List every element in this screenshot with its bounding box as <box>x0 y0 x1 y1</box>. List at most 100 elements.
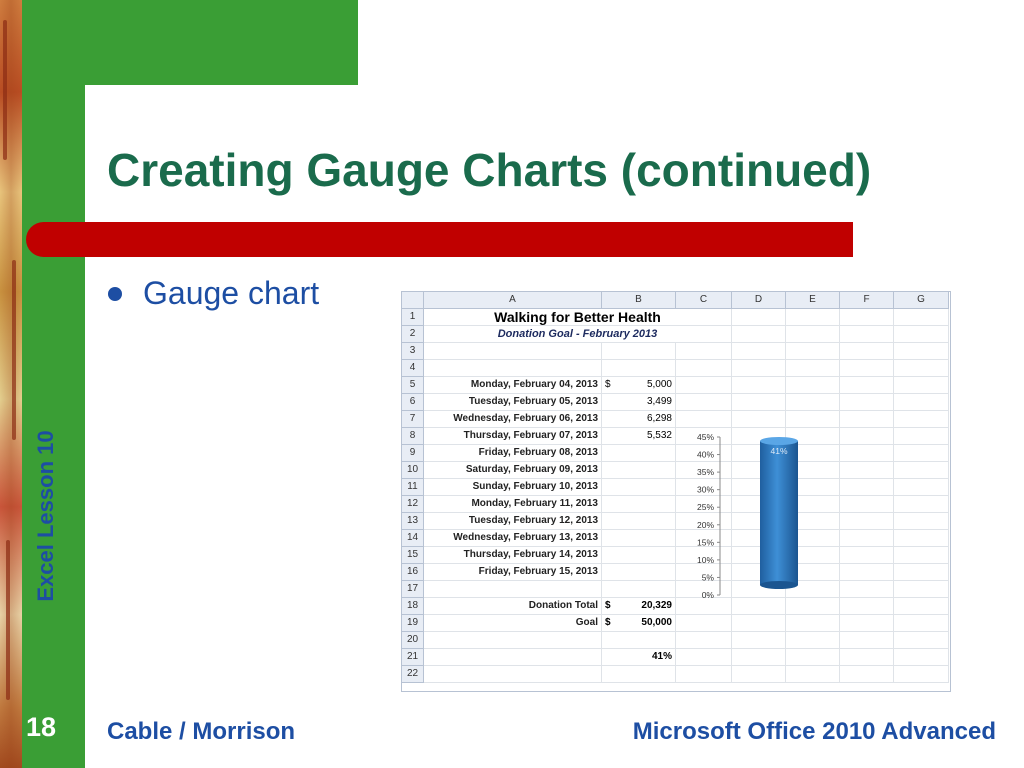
gauge-bar <box>760 441 798 585</box>
cell-value: 20,329 <box>641 600 672 611</box>
cell-empty <box>786 309 840 326</box>
cell-value: 50,000 <box>641 617 672 628</box>
cell-empty <box>676 581 732 598</box>
cell-empty <box>676 496 732 513</box>
cell-empty <box>894 632 949 649</box>
cell-empty <box>732 411 786 428</box>
row-header: 12 <box>402 496 424 513</box>
row-label: Wednesday, February 06, 2013 <box>424 411 602 428</box>
cell-empty <box>676 377 732 394</box>
cell-empty <box>424 632 602 649</box>
footer-authors: Cable / Morrison <box>107 718 296 745</box>
cell-empty <box>424 343 602 360</box>
row-header: 15 <box>402 547 424 564</box>
cell-empty <box>894 462 949 479</box>
row-label: Donation Total <box>424 598 602 615</box>
cell-empty <box>786 343 840 360</box>
row-header: 6 <box>402 394 424 411</box>
bullet-dot-icon <box>108 287 122 301</box>
column-header: B <box>602 292 676 309</box>
cell-empty <box>894 615 949 632</box>
gauge-bar-base <box>760 581 798 589</box>
cell-empty <box>786 530 840 547</box>
cell-empty <box>676 564 732 581</box>
sheet-corner <box>402 292 424 309</box>
value-cell: 6,298 <box>602 411 676 428</box>
green-side-band <box>22 0 85 768</box>
value-cell <box>602 343 676 360</box>
cell-empty <box>732 666 786 683</box>
row-header: 21 <box>402 649 424 666</box>
cell-empty <box>676 615 732 632</box>
cell-empty <box>840 394 894 411</box>
cell-empty <box>894 666 949 683</box>
cell-empty <box>424 360 602 377</box>
cell-value: 5,000 <box>646 379 672 390</box>
cell-empty <box>786 564 840 581</box>
row-label: Thursday, February 07, 2013 <box>424 428 602 445</box>
cell-empty <box>732 649 786 666</box>
cell-empty <box>786 615 840 632</box>
row-label: Sunday, February 10, 2013 <box>424 479 602 496</box>
cell-empty <box>894 564 949 581</box>
value-cell <box>602 564 676 581</box>
value-cell <box>602 530 676 547</box>
currency-symbol: $ <box>605 600 611 611</box>
column-header: D <box>732 292 786 309</box>
cell-empty <box>732 343 786 360</box>
value-cell <box>602 496 676 513</box>
cell-empty <box>894 326 949 343</box>
cell-empty <box>676 411 732 428</box>
cell-empty <box>732 377 786 394</box>
row-header: 16 <box>402 564 424 581</box>
side-lesson-label: Excel Lesson 10 <box>33 430 58 602</box>
cell-empty <box>732 615 786 632</box>
title-underline-bar <box>26 222 853 257</box>
cell-empty <box>786 496 840 513</box>
column-header: A <box>424 292 602 309</box>
cell-empty <box>676 513 732 530</box>
row-label: Thursday, February 14, 2013 <box>424 547 602 564</box>
row-header: 2 <box>402 326 424 343</box>
cell-empty <box>894 343 949 360</box>
gauge-bar-top <box>760 437 798 445</box>
cell-empty <box>894 428 949 445</box>
cell-empty <box>786 649 840 666</box>
cell-empty <box>894 513 949 530</box>
cell-empty <box>676 530 732 547</box>
green-top-block <box>85 0 358 85</box>
value-cell <box>602 632 676 649</box>
cell-empty <box>840 598 894 615</box>
cell-empty <box>676 649 732 666</box>
cell-empty <box>676 394 732 411</box>
spreadsheet-image: A B C D E F G 1 Walking for Better Health 2 Donati… <box>401 291 951 692</box>
cell-empty <box>732 581 786 598</box>
column-header: E <box>786 292 840 309</box>
cell-empty <box>676 360 732 377</box>
y-tick-label: 35% <box>697 467 714 477</box>
row-label: Monday, February 11, 2013 <box>424 496 602 513</box>
sheet-subtitle: Donation Goal - February 2013 <box>424 326 732 343</box>
cell-empty <box>894 479 949 496</box>
row-label: Tuesday, February 12, 2013 <box>424 513 602 530</box>
cell-empty <box>786 377 840 394</box>
row-header: 10 <box>402 462 424 479</box>
cell-empty <box>676 343 732 360</box>
cell-empty <box>894 547 949 564</box>
row-header: 20 <box>402 632 424 649</box>
cell-value: 5,532 <box>646 430 672 441</box>
column-header: G <box>894 292 949 309</box>
value-cell: $20,329 <box>602 598 676 615</box>
gauge-chart: 0% 5% 10% 15% 20% 25% 30% 35% 40% 45% 41% <box>697 432 798 600</box>
cell-empty <box>840 581 894 598</box>
cell-empty <box>676 462 732 479</box>
cell-empty <box>840 615 894 632</box>
y-tick-label: 45% <box>697 432 714 442</box>
cell-empty <box>840 632 894 649</box>
cell-empty <box>894 411 949 428</box>
cell-empty <box>840 428 894 445</box>
cell-empty <box>840 496 894 513</box>
row-label: Tuesday, February 05, 2013 <box>424 394 602 411</box>
cell-empty <box>840 513 894 530</box>
y-tick-label: 25% <box>697 502 714 512</box>
